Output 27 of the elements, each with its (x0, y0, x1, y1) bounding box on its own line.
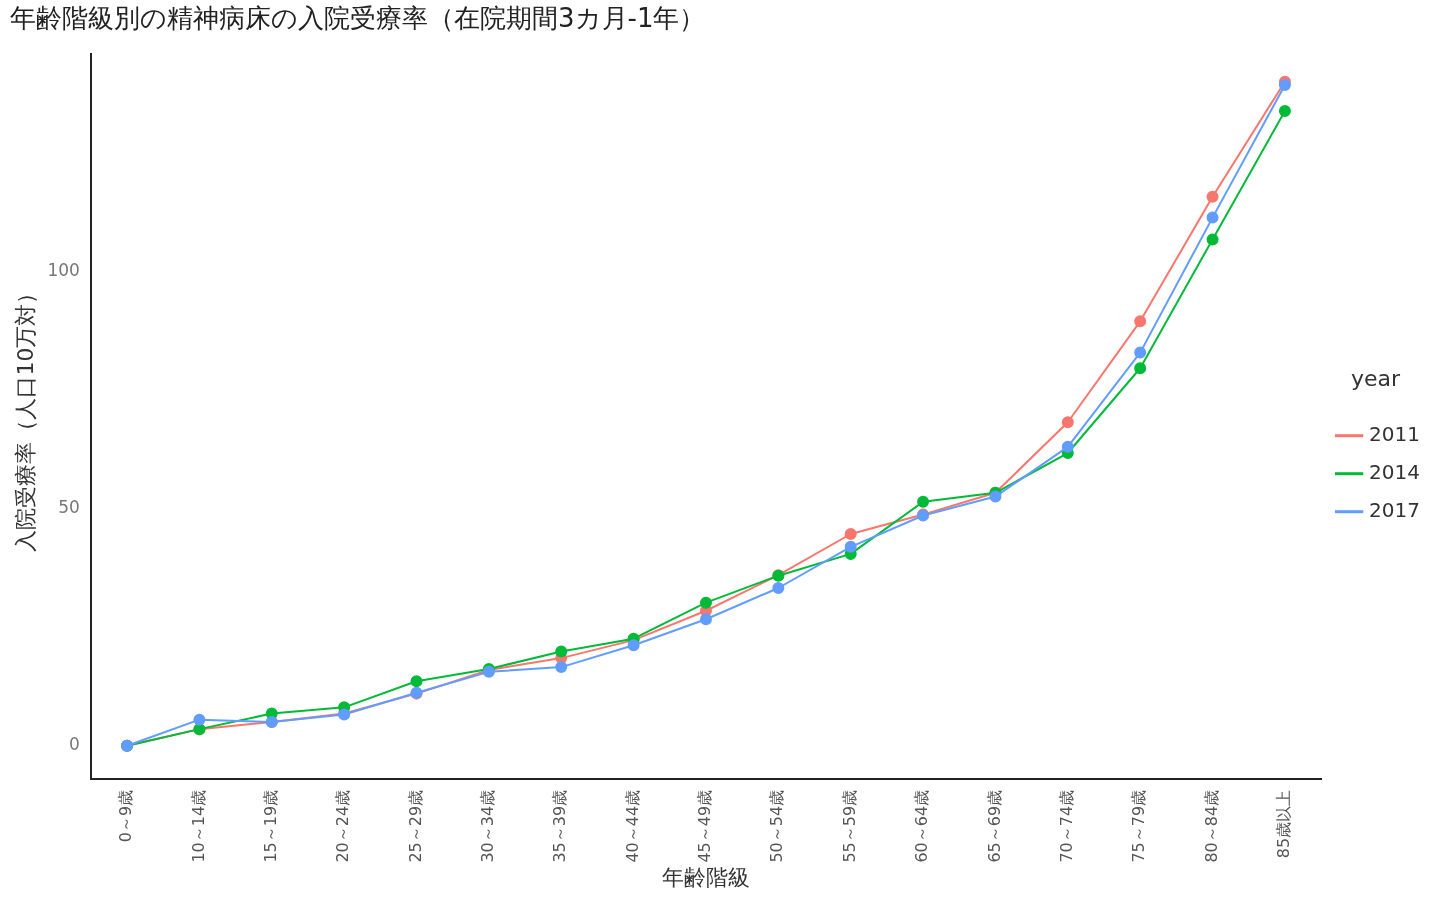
chart-title: 年齢階級別の精神病床の入院受療率（在院期間3カ月-1年） (10, 3, 706, 34)
legend-label: 2011 (1369, 421, 1421, 446)
x-tick-label: 50～54歳 (767, 789, 787, 863)
x-tick-label: 15～19歳 (260, 789, 280, 863)
x-tick-label: 75～79歳 (1129, 789, 1149, 863)
legend-label: 2017 (1369, 497, 1421, 522)
x-tick-label: 45～49歳 (695, 789, 715, 863)
x-tick-label: 40～44歳 (622, 789, 642, 863)
x-tick-label: 55～59歳 (839, 789, 859, 863)
x-tick-label: 60～64歳 (912, 789, 932, 863)
y-tick-label: 100 (47, 260, 80, 281)
x-tick-label: 25～29歳 (405, 789, 425, 863)
x-tick-label: 80～84歳 (1201, 789, 1221, 863)
x-tick-label: 20～24歳 (333, 789, 353, 863)
legend-label: 2014 (1369, 459, 1421, 484)
x-tick-label: 35～39歳 (550, 789, 570, 863)
x-tick-label: 85歳以上 (1274, 789, 1294, 859)
x-axis-title: 年齢階級 (661, 864, 750, 890)
y-tick-label: 0 (69, 734, 80, 755)
x-tick-label: 65～69歳 (984, 789, 1004, 863)
y-axis-title: 入院受療率（人口10万対） (12, 281, 38, 552)
x-tick-label: 30～34歳 (478, 789, 498, 863)
x-tick-label: 0～9歳 (116, 789, 136, 843)
legend-title: year (1351, 366, 1402, 392)
y-tick-label: 50 (58, 497, 80, 518)
x-tick-label: 70～74歳 (1056, 789, 1076, 863)
x-tick-label: 10～14歳 (188, 789, 208, 863)
